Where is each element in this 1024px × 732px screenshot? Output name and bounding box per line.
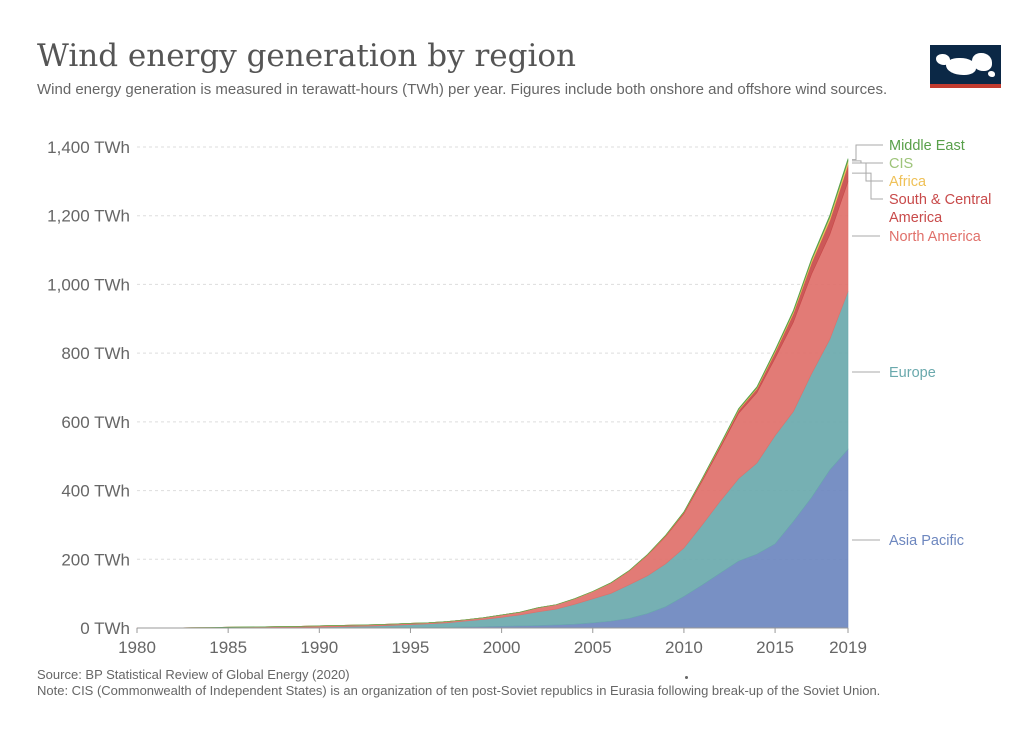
series-label: South & Central <box>889 192 991 208</box>
series-label: Middle East <box>889 138 965 154</box>
y-tick-label: 1,200 TWh <box>47 207 130 226</box>
chart-subtitle: Wind energy generation is measured in te… <box>37 81 888 98</box>
x-tick-label: 1985 <box>209 638 247 657</box>
y-tick-label: 0 TWh <box>80 619 130 638</box>
label-leader-line <box>852 144 883 161</box>
label-leader-line <box>852 172 883 200</box>
y-tick-label: 200 TWh <box>61 550 130 569</box>
series-label: North America <box>889 229 982 245</box>
stacked-areas <box>136 158 849 629</box>
area-middle-east <box>136 158 849 629</box>
x-tick-label: 2010 <box>665 638 703 657</box>
owid-logo[interactable] <box>930 45 1001 88</box>
series-labels: Middle East CIS Africa South & Central Ameri… <box>852 138 991 549</box>
x-tick-label: 1980 <box>118 638 156 657</box>
chart-footer: Source: BP Statistical Review of Global … <box>37 667 987 699</box>
x-axis: 1980 1985 1990 1995 2000 2005 2010 2015 2019 <box>118 627 867 657</box>
y-tick-label: 600 TWh <box>61 413 130 432</box>
x-tick-label: 2005 <box>574 638 612 657</box>
series-label: America <box>889 210 943 226</box>
label-leader-line <box>852 160 883 164</box>
series-label: Asia Pacific <box>889 533 964 549</box>
footer-dot <box>685 676 688 679</box>
source-note: Source: BP Statistical Review of Global … <box>37 667 350 682</box>
cis-note: Note: CIS (Commonwealth of Independent S… <box>37 683 881 698</box>
wind-generation-area-chart: 0 TWh 200 TWh 400 TWh 600 TWh 800 TWh 1,000 T… <box>47 138 991 657</box>
x-tick-label: 2000 <box>483 638 521 657</box>
logo-continent-shape <box>936 54 950 65</box>
y-tick-label: 400 TWh <box>61 482 130 501</box>
chart-title: Wind energy generation by region <box>37 38 577 74</box>
y-axis: 0 TWh 200 TWh 400 TWh 600 TWh 800 TWh 1,000 T… <box>47 138 130 638</box>
x-tick-label: 1995 <box>392 638 430 657</box>
logo-continent-shape <box>972 53 992 71</box>
logo-red-bar <box>930 84 1001 88</box>
x-tick-label: 2019 <box>829 638 867 657</box>
y-tick-label: 1,000 TWh <box>47 275 130 294</box>
label-leader-line <box>852 162 883 182</box>
series-label: Africa <box>889 174 927 190</box>
y-tick-label: 800 TWh <box>61 344 130 363</box>
series-label: Europe <box>889 365 936 381</box>
grid-lines <box>137 146 848 560</box>
logo-continent-shape <box>988 71 995 77</box>
series-label: CIS <box>889 156 913 172</box>
x-tick-label: 2015 <box>756 638 794 657</box>
y-tick-label: 1,400 TWh <box>47 138 130 157</box>
x-tick-label: 1990 <box>300 638 338 657</box>
logo-continent-shape <box>946 58 976 75</box>
